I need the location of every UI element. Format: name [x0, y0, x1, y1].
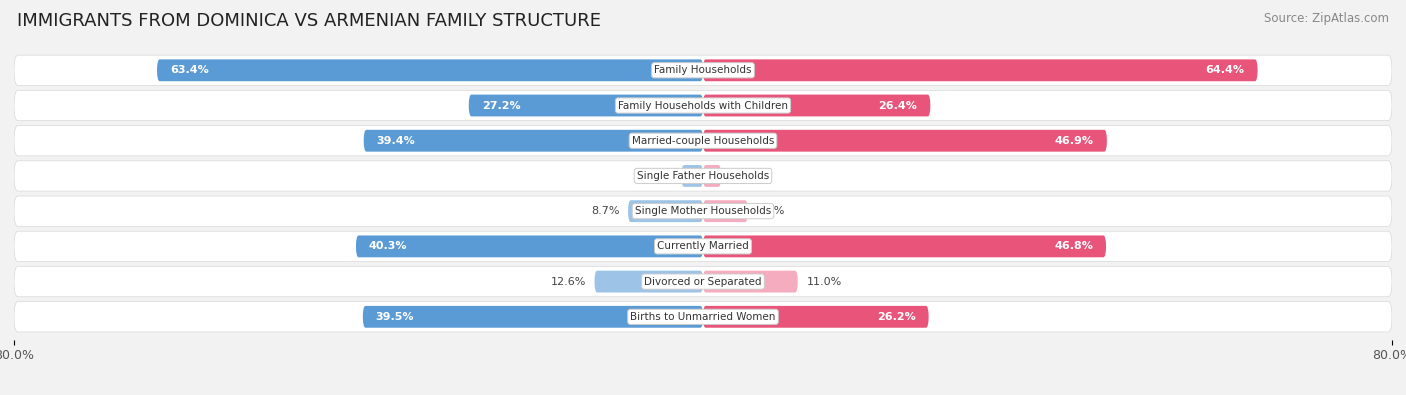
Text: 8.7%: 8.7%	[591, 206, 620, 216]
FancyBboxPatch shape	[14, 161, 1392, 191]
FancyBboxPatch shape	[14, 126, 1392, 156]
FancyBboxPatch shape	[14, 55, 1392, 85]
FancyBboxPatch shape	[14, 231, 1392, 261]
FancyBboxPatch shape	[157, 59, 703, 81]
Text: 2.5%: 2.5%	[644, 171, 673, 181]
Text: 63.4%: 63.4%	[170, 65, 208, 75]
FancyBboxPatch shape	[14, 90, 1392, 120]
Text: 64.4%: 64.4%	[1206, 65, 1244, 75]
Text: 46.9%: 46.9%	[1054, 136, 1094, 146]
FancyBboxPatch shape	[703, 94, 931, 117]
FancyBboxPatch shape	[703, 235, 1107, 257]
Text: 26.2%: 26.2%	[877, 312, 915, 322]
Text: Married-couple Households: Married-couple Households	[631, 136, 775, 146]
FancyBboxPatch shape	[468, 94, 703, 117]
Text: 11.0%: 11.0%	[807, 276, 842, 287]
Text: 26.4%: 26.4%	[879, 100, 918, 111]
FancyBboxPatch shape	[364, 130, 703, 152]
Legend: Immigrants from Dominica, Armenian: Immigrants from Dominica, Armenian	[554, 392, 852, 395]
Text: Family Households: Family Households	[654, 65, 752, 75]
FancyBboxPatch shape	[595, 271, 703, 293]
Text: Births to Unmarried Women: Births to Unmarried Women	[630, 312, 776, 322]
FancyBboxPatch shape	[356, 235, 703, 257]
Text: 2.1%: 2.1%	[730, 171, 758, 181]
FancyBboxPatch shape	[363, 306, 703, 328]
Text: Family Households with Children: Family Households with Children	[619, 100, 787, 111]
Text: 27.2%: 27.2%	[482, 100, 520, 111]
Text: 46.8%: 46.8%	[1054, 241, 1092, 251]
Text: Source: ZipAtlas.com: Source: ZipAtlas.com	[1264, 12, 1389, 25]
Text: Divorced or Separated: Divorced or Separated	[644, 276, 762, 287]
Text: 12.6%: 12.6%	[551, 276, 586, 287]
FancyBboxPatch shape	[703, 271, 797, 293]
FancyBboxPatch shape	[682, 165, 703, 187]
Text: Single Mother Households: Single Mother Households	[636, 206, 770, 216]
Text: IMMIGRANTS FROM DOMINICA VS ARMENIAN FAMILY STRUCTURE: IMMIGRANTS FROM DOMINICA VS ARMENIAN FAM…	[17, 12, 600, 30]
Text: 5.2%: 5.2%	[756, 206, 785, 216]
FancyBboxPatch shape	[703, 200, 748, 222]
FancyBboxPatch shape	[703, 59, 1257, 81]
FancyBboxPatch shape	[628, 200, 703, 222]
FancyBboxPatch shape	[703, 165, 721, 187]
Text: 39.4%: 39.4%	[377, 136, 415, 146]
FancyBboxPatch shape	[14, 267, 1392, 297]
FancyBboxPatch shape	[703, 130, 1107, 152]
FancyBboxPatch shape	[703, 306, 928, 328]
Text: Currently Married: Currently Married	[657, 241, 749, 251]
Text: 39.5%: 39.5%	[375, 312, 415, 322]
FancyBboxPatch shape	[14, 196, 1392, 226]
Text: 40.3%: 40.3%	[368, 241, 408, 251]
Text: Single Father Households: Single Father Households	[637, 171, 769, 181]
FancyBboxPatch shape	[14, 302, 1392, 332]
